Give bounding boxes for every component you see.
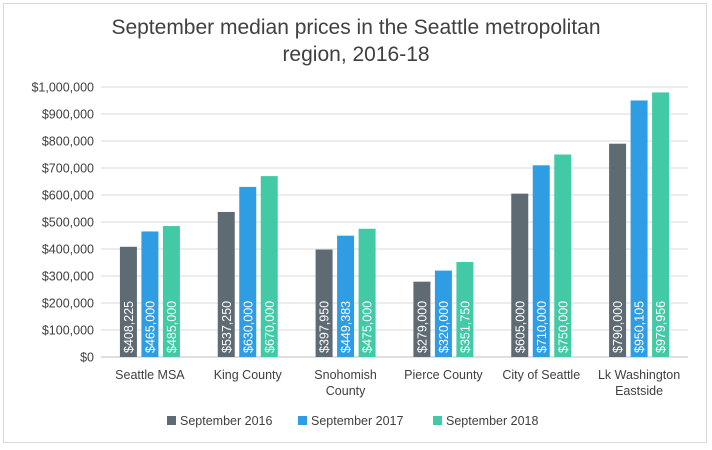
gridlines	[101, 86, 688, 358]
chart-title-line-2: region, 2016-18	[282, 43, 430, 66]
bar	[141, 231, 159, 357]
bars: $408,225 $465,000 $485,000 $537,250 $630,000…	[119, 92, 670, 358]
legend-swatch	[298, 416, 307, 425]
x-tick-label: Pierce County	[404, 368, 483, 382]
legend-swatch	[433, 416, 442, 425]
chart-title: September median prices in the Seattle m…	[0, 14, 712, 68]
data-label: $950,105	[633, 301, 647, 353]
bar	[239, 186, 257, 357]
bar	[337, 235, 355, 357]
data-label: $320,000	[437, 301, 451, 353]
y-tick-label: $600,000	[42, 189, 94, 203]
x-tick-label: Eastside	[615, 384, 663, 398]
legend-swatch	[167, 416, 176, 425]
data-label: $408,225	[122, 301, 136, 353]
y-tick-label: $800,000	[42, 135, 94, 149]
x-tick-label: Seattle MSA	[115, 368, 185, 382]
y-tick-label: $300,000	[42, 270, 94, 284]
legend-label: September 2016	[180, 414, 272, 428]
bar	[652, 92, 670, 358]
y-tick-label: $500,000	[42, 216, 94, 230]
bar	[260, 176, 278, 357]
bar	[511, 193, 529, 357]
y-tick-label: $900,000	[42, 108, 94, 122]
y-axis: $0 $100,000 $200,000 $300,000 $400,000 $500,0…	[31, 81, 94, 365]
x-axis: Seattle MSA King County Snohomish County Pie…	[115, 368, 680, 398]
bar	[630, 100, 648, 357]
data-label: $750,000	[556, 301, 570, 353]
y-tick-label: $700,000	[42, 162, 94, 176]
data-label: $449,383	[339, 301, 353, 353]
data-label: $979,956	[654, 301, 668, 353]
data-label: $790,000	[611, 301, 625, 353]
bar	[119, 246, 137, 357]
data-label: $351,750	[458, 301, 472, 353]
data-label: $475,000	[361, 301, 375, 353]
legend-label: September 2017	[311, 414, 403, 428]
data-label: $670,000	[263, 301, 277, 353]
data-label: $537,250	[220, 301, 234, 353]
data-label: $279,000	[415, 301, 429, 353]
y-tick-label: $200,000	[42, 297, 94, 311]
x-tick-label: King County	[214, 368, 283, 382]
y-tick-label: $400,000	[42, 243, 94, 257]
legend: September 2016 September 2017 September 20…	[167, 414, 538, 428]
bar	[456, 262, 474, 357]
data-label: $710,000	[535, 301, 549, 353]
bar	[358, 228, 376, 357]
y-tick-label: $100,000	[42, 324, 94, 338]
chart-title-line-1: September median prices in the Seattle m…	[111, 16, 601, 39]
bar	[217, 211, 235, 357]
x-tick-label: Lk Washington	[598, 368, 680, 382]
data-label: $397,950	[318, 301, 332, 353]
data-label: $485,000	[165, 301, 179, 353]
x-tick-label: Snohomish	[314, 368, 377, 382]
bar	[554, 154, 572, 357]
data-label: $605,000	[513, 301, 527, 353]
bar	[434, 270, 452, 357]
bar	[532, 165, 550, 357]
bar	[162, 226, 180, 357]
y-tick-label: $1,000,000	[31, 81, 94, 95]
bar	[413, 281, 431, 357]
y-tick-label: $0	[80, 351, 94, 365]
x-tick-label: City of Seattle	[502, 368, 580, 382]
chart-frame	[3, 3, 707, 443]
x-tick-label: County	[326, 384, 366, 398]
data-label: $630,000	[241, 301, 255, 353]
bar	[609, 143, 627, 357]
data-label: $465,000	[143, 301, 157, 353]
legend-label: September 2018	[446, 414, 538, 428]
bar	[315, 249, 333, 357]
